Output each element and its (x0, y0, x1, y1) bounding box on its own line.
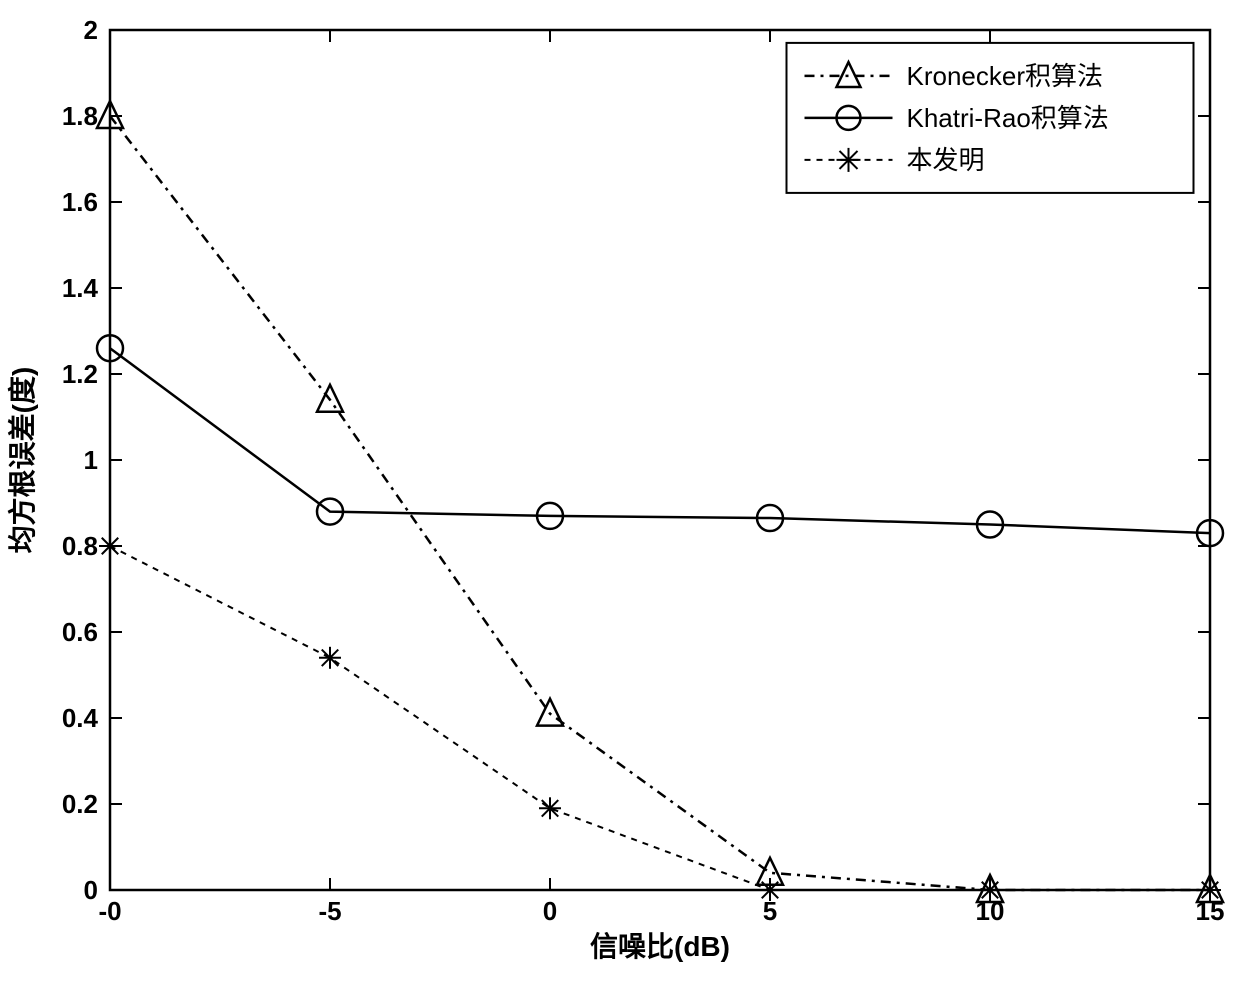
series-1 (97, 335, 1223, 546)
y-tick-label: 0.2 (62, 789, 98, 819)
y-tick-label: 0.4 (62, 703, 99, 733)
y-axis-label: 均方根误差(度) (6, 367, 38, 554)
y-tick-label: 0.6 (62, 617, 98, 647)
y-tick-label: 1.2 (62, 359, 98, 389)
y-tick-label: 1.8 (62, 101, 98, 131)
series-2 (99, 535, 1221, 901)
series-0 (97, 101, 1223, 902)
y-tick-label: 1.4 (62, 273, 99, 303)
y-tick-label: 1 (84, 445, 98, 475)
legend-label: Khatri-Rao积算法 (907, 103, 1109, 133)
legend-label: Kronecker积算法 (907, 61, 1104, 91)
y-tick-label: 0.8 (62, 531, 98, 561)
x-tick-label: 0 (543, 896, 557, 926)
legend: Kronecker积算法 Khatri-Rao积算法本发明 (787, 43, 1194, 193)
legend-label: 本发明 (907, 145, 985, 175)
y-tick-label: 0 (84, 875, 98, 905)
x-tick-label: -5 (318, 896, 341, 926)
rmse-vs-snr-chart: -0-505101500.20.40.60.811.21.41.61.82信噪比… (0, 0, 1240, 983)
y-tick-label: 1.6 (62, 187, 98, 217)
y-tick-label: 2 (84, 15, 98, 45)
x-axis-label: 信噪比(dB) (590, 931, 730, 962)
x-tick-label: -0 (98, 896, 121, 926)
